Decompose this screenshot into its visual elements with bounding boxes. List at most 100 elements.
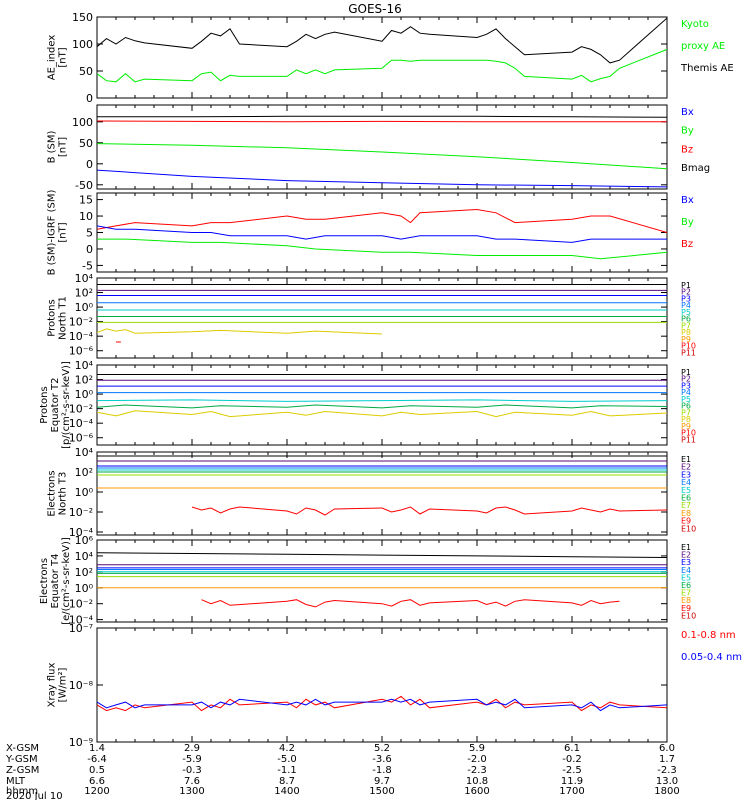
series-line-1 <box>97 17 667 64</box>
y-axis-label: [p/(cm²-s-sr-keV)] <box>61 361 72 449</box>
y-tick-label: 10⁻⁷ <box>69 622 93 635</box>
panel-frame <box>96 16 668 99</box>
y-tick-label: 10⁶ <box>75 534 94 547</box>
y-tick-label: 100 <box>72 116 93 129</box>
x-tick-value: 10.8 <box>466 776 488 787</box>
y-tick-label: 0 <box>86 158 93 171</box>
x-tick-value: -2.0 <box>467 754 487 765</box>
legend-entry: P10 <box>681 429 696 438</box>
x-tick-value: 9.7 <box>374 776 390 787</box>
legend-entry: Bmag <box>681 163 710 174</box>
series-line-9 <box>201 599 620 608</box>
legend-entry: E1 <box>681 455 691 464</box>
x-tick-value: -6.4 <box>87 754 107 765</box>
series-line-1 <box>97 552 667 558</box>
y-tick-label: 10⁻⁸ <box>69 679 94 692</box>
y-axis-label: [e/(cm²-s-sr-keV)] <box>61 537 72 625</box>
series-line-7 <box>97 410 667 418</box>
legend-entry: P5 <box>681 308 691 317</box>
x-tick-value: 1.4 <box>89 743 105 754</box>
legend-entry: E5 <box>681 573 691 582</box>
series-line-2 <box>97 698 667 712</box>
y-tick-label: 10⁻⁹ <box>69 736 93 749</box>
x-row-label: MLT <box>6 776 26 787</box>
series-line-1 <box>97 115 667 118</box>
y-tick-label: 10⁰ <box>75 486 94 499</box>
legend-entry: proxy AE <box>681 41 725 52</box>
y-tick-label: 10⁴ <box>75 272 94 285</box>
y-tick-label: 100 <box>72 38 93 51</box>
panel-2: -50 0 50 100 B (SM) [nT] Bx By Bz Bmag <box>47 104 710 192</box>
y-tick-label: 10⁻⁶ <box>69 345 94 358</box>
legend-entry: P10 <box>681 342 696 351</box>
x-tick-value: 6.1 <box>564 743 580 754</box>
x-tick-value: 7.6 <box>184 776 200 787</box>
x-tick-value: 1400 <box>274 786 299 797</box>
legend-entry: E10 <box>681 524 696 533</box>
series-line-2 <box>97 48 667 83</box>
legend-entry: P7 <box>681 321 691 330</box>
x-tick-value: -2.5 <box>562 765 582 776</box>
legend-entry: E6 <box>681 581 691 590</box>
legend-entry: P2 <box>681 375 691 384</box>
y-axis-label: North T3 <box>58 472 69 516</box>
legend-entry: E7 <box>681 501 691 510</box>
x-row-label: X-GSM <box>6 743 39 754</box>
y-tick-label: 10² <box>75 466 93 479</box>
legend-entry: E2 <box>681 551 691 560</box>
series-line-5 <box>97 399 667 402</box>
y-tick-label: -50 <box>75 179 93 192</box>
x-row-label: Y-GSM <box>5 754 38 765</box>
x-tick-value: -2.3 <box>467 765 487 776</box>
x-tick-value: 5.2 <box>374 743 390 754</box>
y-tick-label: 10 <box>79 210 93 223</box>
y-axis-label: Xray flux <box>47 663 58 708</box>
y-tick-label: 10⁴ <box>75 446 94 459</box>
y-tick-label: 10⁰ <box>75 388 94 401</box>
legend-entry: P2 <box>681 288 691 297</box>
y-axis-label: AE_index <box>47 35 58 81</box>
y-axis-label: Equator T2 <box>50 378 61 433</box>
x-tick-value: 2.9 <box>184 743 200 754</box>
legend-entry: E9 <box>681 517 691 526</box>
y-axis-label: B (SM) <box>47 130 58 163</box>
y-tick-label: 10⁰ <box>75 582 94 595</box>
x-tick-value: 1300 <box>179 786 204 797</box>
panel-frame <box>96 627 668 743</box>
legend-entry: P11 <box>681 348 696 357</box>
series-line-1 <box>97 208 667 233</box>
legend-entry: E5 <box>681 486 691 495</box>
y-axis-label: Protons <box>47 299 58 336</box>
legend-entry: P4 <box>681 301 691 310</box>
legend-entry: E10 <box>681 611 696 620</box>
legend-entry: Themis AE <box>680 63 734 74</box>
y-tick-label: 10⁻⁴ <box>69 526 94 539</box>
x-tick-value: 13.0 <box>656 776 678 787</box>
series-line-4 <box>97 169 667 188</box>
legend-entry: 0.05-0.4 nm <box>681 652 742 663</box>
y-axis-label: [nT] <box>58 222 69 242</box>
legend-entry: P5 <box>681 395 691 404</box>
x-tick-value: -3.6 <box>372 754 392 765</box>
y-tick-label: 50 <box>79 65 93 78</box>
x-tick-value: 0.5 <box>89 765 105 776</box>
y-axis-label: B (SM)-IGRF (SM) <box>47 190 58 276</box>
y-axis-label: Electrons <box>47 470 58 516</box>
x-tick-value: 1600 <box>464 786 489 797</box>
x-row-label: 2020 Jul 10 <box>6 791 63 800</box>
panel-7: 10⁻⁴ 10⁻² 10⁰ 10² 10⁴ 10⁶ Electrons Equator T4[… <box>39 534 696 627</box>
panel-frame <box>96 364 668 446</box>
y-axis-label: [W/m²] <box>58 667 69 702</box>
series-line-2 <box>97 225 667 243</box>
legend-entry: E9 <box>681 604 691 613</box>
series-line-6 <box>97 404 667 409</box>
legend-entry: E3 <box>681 470 691 479</box>
x-row-label: Z-GSM <box>6 765 39 776</box>
x-tick-value: -1.1 <box>277 765 297 776</box>
y-tick-label: 150 <box>72 11 93 24</box>
y-tick-label: 10⁻² <box>69 403 93 416</box>
legend-entry: P3 <box>681 381 691 390</box>
panel-frame <box>96 104 668 190</box>
